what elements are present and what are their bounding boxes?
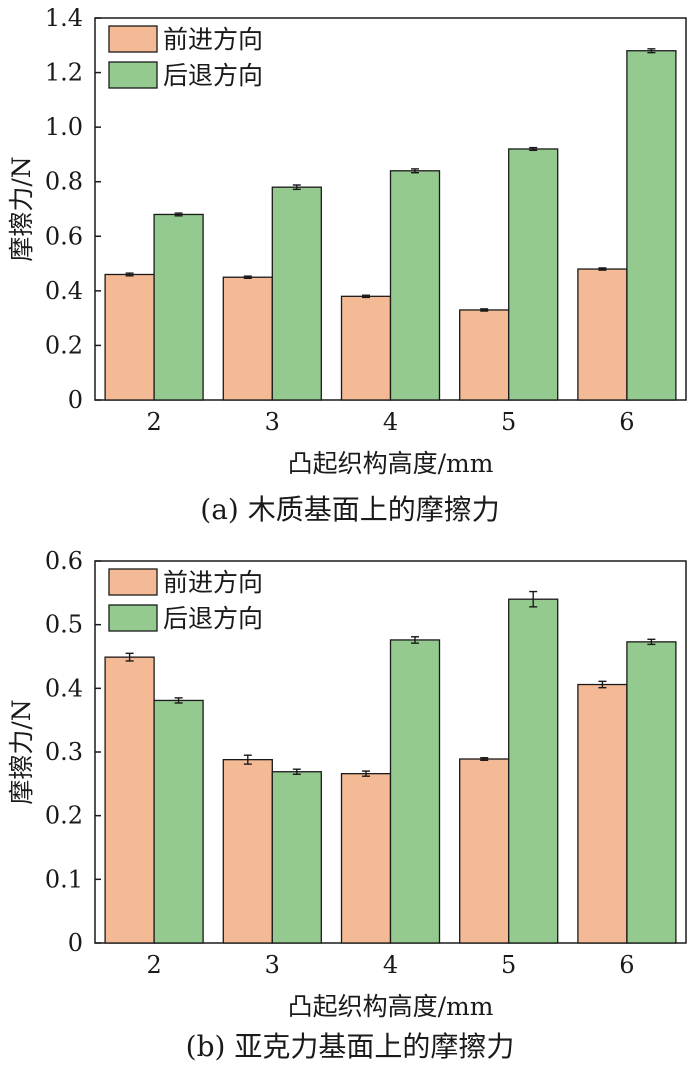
bar-backward [271, 186, 322, 401]
bar-backward [271, 771, 322, 944]
bar-forward [340, 295, 392, 401]
error-bar [598, 680, 607, 689]
error-bar [529, 146, 538, 152]
bar-chart-a: 0 0.2 0.4 0.6 0.8 1.0 1.2 1.4 2 3 4 5 6 前进方向后退方向凸起织构高… [7, 4, 687, 478]
error-bar [125, 272, 134, 277]
chart-caption-b: (b) 亚克力基面上的摩擦力 [185, 1030, 515, 1063]
chart-panel-a: 0 0.2 0.4 0.6 0.8 1.0 1.2 1.4 2 3 4 5 6 前进方向后退方向凸起织构高… [7, 4, 687, 526]
y-tick-label: 0.2 [45, 802, 83, 830]
y-tick-label: 1.2 [45, 59, 83, 87]
y-axis-title: 摩擦力/N [7, 156, 36, 261]
error-bar [125, 652, 134, 662]
legend-label: 前进方向 [163, 568, 263, 597]
y-tick-label: 0.2 [45, 331, 83, 359]
error-bar [480, 308, 489, 312]
x-tick-label: 6 [619, 951, 634, 979]
chart-panel-b: 0 0.1 0.2 0.3 0.4 0.5 0.6 2 3 4 5 6 前进方向后退方向凸起织构高度/m… [0, 535, 700, 1070]
bar-backward [508, 598, 559, 944]
x-tick-label: 4 [383, 408, 398, 436]
error-bar [174, 697, 183, 704]
bar-forward [222, 758, 273, 944]
bar-forward [459, 758, 510, 944]
error-bar [243, 275, 252, 280]
x-tick-label: 3 [265, 408, 280, 436]
y-tick-label: 0 [68, 929, 83, 957]
x-axis-title: 凸起织构高度/mm [288, 449, 494, 478]
x-tick-label: 2 [146, 951, 161, 979]
bar-forward [222, 276, 273, 401]
y-tick-label: 0 [68, 386, 83, 414]
y-tick-label: 0.4 [45, 674, 83, 702]
bar-forward [459, 309, 510, 401]
error-bar [362, 294, 370, 299]
legend-swatch [108, 568, 158, 596]
error-bar [480, 757, 489, 761]
x-tick-label: 4 [383, 951, 398, 979]
legend-swatch [108, 61, 158, 89]
bar-backward [626, 50, 677, 401]
y-tick-label: 0.6 [45, 222, 83, 250]
error-bar [362, 770, 370, 777]
y-tick-label: 0.3 [45, 738, 83, 766]
bar-backward [508, 148, 559, 401]
bar-chart-b: 0 0.1 0.2 0.3 0.4 0.5 0.6 2 3 4 5 6 前进方向后退方向凸起织构高度/m… [7, 547, 687, 1021]
bar-forward [577, 683, 628, 944]
error-bar [243, 754, 252, 765]
legend-label: 后退方向 [163, 604, 263, 633]
bar-forward [104, 656, 155, 944]
error-bar [529, 590, 538, 608]
legend-swatch [108, 25, 158, 53]
y-tick-label: 0.5 [45, 611, 83, 639]
y-tick-label: 0.1 [45, 865, 83, 893]
y-tick-label: 0.4 [45, 277, 83, 305]
x-axis-title: 凸起织构高度/mm [288, 992, 494, 1021]
bar-backward [389, 639, 441, 944]
bar-backward [389, 170, 441, 401]
x-tick-label: 5 [501, 951, 516, 979]
bar-backward [626, 641, 677, 944]
error-bar [292, 768, 301, 775]
error-bar [598, 267, 607, 271]
y-tick-label: 0.8 [45, 168, 83, 196]
bar-backward [153, 699, 204, 944]
y-tick-label: 0.6 [45, 547, 83, 575]
error-bar [647, 638, 656, 646]
x-tick-label: 3 [265, 951, 280, 979]
error-bar [411, 168, 419, 174]
bar-forward [340, 772, 392, 944]
error-bar [647, 48, 656, 54]
legend-label: 后退方向 [163, 61, 263, 90]
x-tick-label: 2 [146, 408, 161, 436]
x-tick-label: 6 [619, 408, 634, 436]
y-tick-label: 1.4 [45, 4, 83, 32]
y-tick-label: 1.0 [45, 113, 83, 141]
error-bar [411, 636, 419, 644]
legend-label: 前进方向 [163, 25, 263, 54]
y-axis-title: 摩擦力/N [7, 699, 36, 804]
legend-swatch [108, 604, 158, 632]
bar-forward [104, 273, 155, 401]
x-tick-label: 5 [501, 408, 516, 436]
bar-forward [577, 268, 628, 401]
bar-backward [153, 213, 204, 401]
chart-caption-a: (a) 木质基面上的摩擦力 [200, 493, 500, 526]
error-bar [292, 184, 301, 191]
error-bar [174, 212, 183, 217]
